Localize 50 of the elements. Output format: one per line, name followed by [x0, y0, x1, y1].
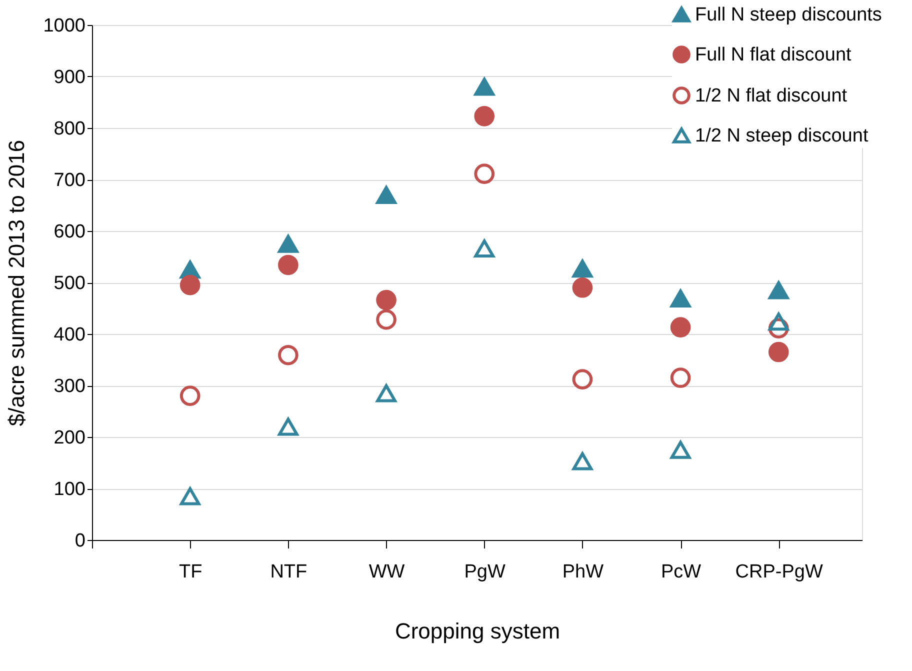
point [572, 452, 593, 470]
point [376, 309, 396, 330]
y-tick-label: 1000 [43, 16, 86, 36]
x-tick-label: PgW [464, 562, 506, 582]
y-tick-label: 500 [54, 273, 86, 294]
point [376, 384, 396, 402]
point [180, 386, 200, 406]
x-tick-label: WW [368, 562, 405, 582]
y-tick-label: 200 [54, 428, 86, 448]
point [474, 106, 495, 126]
point [768, 281, 789, 300]
x-axis-title: Cropping system [394, 618, 560, 644]
point [278, 418, 298, 436]
x-tick-label: PhW [562, 562, 604, 582]
y-tick-label: 400 [54, 324, 86, 346]
point [278, 254, 298, 276]
point [670, 368, 691, 388]
point [376, 186, 396, 204]
y-axis-title: $/acre summed 2013 to 2016 [4, 140, 30, 426]
x-tick-label: CRP-PgW [735, 562, 823, 582]
point [278, 234, 298, 253]
point [180, 487, 200, 506]
point [474, 240, 495, 258]
point [572, 278, 593, 298]
x-tick-label: NTF [270, 562, 308, 582]
point [768, 312, 789, 331]
y-tick-label: 600 [54, 222, 86, 242]
x-tick-label: PcW [660, 562, 702, 582]
point [670, 440, 691, 459]
y-tick-label: 800 [54, 118, 86, 140]
point [376, 290, 396, 310]
y-tick-label: 0 [74, 530, 86, 552]
legend-label: Full N steep discounts [695, 4, 882, 26]
legend-label: Full N flat discount [695, 44, 852, 66]
point [572, 260, 593, 278]
y-tick-label: 900 [54, 67, 86, 88]
point [768, 342, 789, 362]
point [670, 317, 691, 338]
point [474, 78, 495, 96]
point [474, 164, 495, 184]
point [180, 274, 200, 296]
legend-label: 1/2 N flat discount [695, 86, 848, 106]
point [670, 289, 691, 308]
y-tick-label: 700 [54, 170, 86, 191]
point [278, 344, 298, 366]
y-tick-label: 300 [54, 376, 86, 397]
point [572, 369, 593, 390]
x-tick-label: TF [178, 562, 202, 582]
y-tick-label: 100 [54, 479, 86, 500]
legend-label: 1/2 N steep discount [695, 126, 869, 146]
